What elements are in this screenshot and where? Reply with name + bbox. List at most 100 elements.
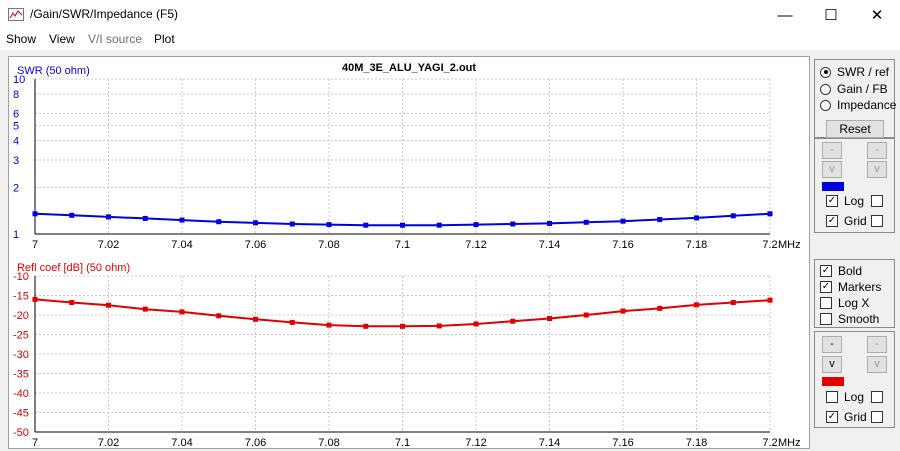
top-grid-checkbox[interactable]: ✓ Grid <box>826 213 867 229</box>
top-log-checkbox[interactable]: ✓ Log <box>826 193 864 209</box>
swr-data-point <box>32 211 38 217</box>
refl-y-tick-label: -10 <box>13 271 29 283</box>
bottom-log-right-checkbox[interactable] <box>871 391 883 403</box>
log-x-checkbox[interactable]: Log X <box>820 295 869 311</box>
top-right-down-button[interactable]: v <box>867 161 887 178</box>
markers-check-indicator[interactable]: ✓ <box>820 281 832 293</box>
bottom-grid-checkbox[interactable]: ✓ Grid <box>826 409 867 425</box>
refl-x-tick-label: 7.08 <box>318 437 339 448</box>
refl-y-tick-label: -25 <box>13 330 29 342</box>
refl-x-tick-label: 7.2 <box>762 437 777 448</box>
bottom-grid-check-indicator[interactable]: ✓ <box>826 411 838 423</box>
refl-data-point <box>547 316 552 322</box>
swr-x-unit-label: MHz <box>778 239 801 251</box>
bottom-log-checkbox[interactable]: Log <box>826 389 864 405</box>
swr-data-point <box>730 213 736 219</box>
top-grid-label: Grid <box>844 214 867 228</box>
bottom-log-check-indicator[interactable] <box>826 391 838 403</box>
swr-y-tick-label: 4 <box>13 136 19 148</box>
refl-data-point <box>326 322 332 328</box>
refl-data-point <box>400 323 405 329</box>
refl-y-tick-label: -50 <box>13 427 29 439</box>
refl-data-point <box>620 308 626 314</box>
top-left-down-button[interactable]: v <box>822 161 842 178</box>
refl-y-axis-label: Refl coef [dB] (50 ohm) <box>17 262 130 274</box>
swr-y-tick-label: 3 <box>13 155 19 167</box>
swr-x-tick-label: 7 <box>32 239 38 251</box>
refl-x-tick-label: 7.14 <box>539 437 560 448</box>
markers-checkbox[interactable]: ✓ Markers <box>820 279 881 295</box>
swr-data-point <box>473 222 479 228</box>
radio-gain-fb-indicator[interactable] <box>820 83 831 95</box>
swr-x-tick-label: 7.18 <box>686 239 707 251</box>
refl-data-point <box>253 316 258 322</box>
swr-x-tick-label: 7.04 <box>171 239 192 251</box>
swr-x-tick-label: 7.06 <box>245 239 266 251</box>
close-button[interactable]: ✕ <box>870 7 884 24</box>
bold-check-indicator[interactable]: ✓ <box>820 265 832 277</box>
refl-data-point <box>694 302 699 308</box>
refl-x-tick-label: 7.06 <box>245 437 266 448</box>
refl-y-tick-label: -20 <box>13 310 29 322</box>
bottom-grid-right-checkbox[interactable] <box>871 411 883 423</box>
swr-data-point <box>216 219 222 225</box>
refl-data-point <box>32 296 38 302</box>
bottom-right-down-button[interactable]: v <box>867 356 887 373</box>
refl-data-point <box>142 306 148 312</box>
menu-view[interactable]: View <box>49 32 75 46</box>
radio-swr-ref-indicator[interactable] <box>820 66 831 78</box>
refl-data-point <box>767 297 773 303</box>
bold-checkbox[interactable]: ✓ Bold <box>820 263 862 279</box>
top-left-up-button[interactable]: - <box>822 142 842 159</box>
radio-impedance[interactable]: Impedance <box>820 97 896 113</box>
radio-gain-fb[interactable]: Gain / FB <box>820 81 888 97</box>
refl-x-tick-label: 7.18 <box>686 437 707 448</box>
swr-x-tick-label: 7.2 <box>762 239 777 251</box>
bottom-right-up-button[interactable]: - <box>867 336 887 353</box>
radio-swr-ref-label: SWR / ref <box>837 65 890 79</box>
swr-data-point <box>620 218 626 224</box>
refl-data-point <box>179 309 185 315</box>
maximize-button[interactable]: ☐ <box>824 7 838 24</box>
swr-data-point <box>694 215 699 221</box>
plot-type-group: SWR / ref Gain / FB Impedance Reset <box>814 59 896 138</box>
top-log-check-indicator[interactable]: ✓ <box>826 195 838 207</box>
reset-button[interactable]: Reset <box>826 120 884 138</box>
refl-x-tick-label: 7.12 <box>465 437 486 448</box>
smooth-check-indicator[interactable] <box>820 313 832 325</box>
bottom-series-color-swatch[interactable] <box>822 377 844 386</box>
swr-x-tick-label: 7.16 <box>612 239 633 251</box>
refl-x-tick-label: 7.02 <box>98 437 119 448</box>
swr-data-point <box>657 217 663 223</box>
plot-panel: SWR (50 ohm) 40M_3E_ALU_YAGI_2.out 1 2 3 4 5 6 8… <box>8 56 810 449</box>
menu-vi-source: V/I source <box>88 32 143 46</box>
top-series-color-swatch[interactable] <box>822 182 844 191</box>
menu-plot[interactable]: Plot <box>154 32 175 46</box>
swr-data-point <box>436 222 442 228</box>
swr-y-axis-label: SWR (50 ohm) <box>17 65 90 77</box>
bottom-left-down-button[interactable]: v <box>822 356 842 373</box>
refl-data-point <box>657 305 663 311</box>
log-x-check-indicator[interactable] <box>820 297 832 309</box>
top-log-label: Log <box>844 194 865 208</box>
top-grid-right-checkbox[interactable] <box>871 215 883 227</box>
refl-data-point <box>216 313 222 319</box>
top-log-right-checkbox[interactable] <box>871 195 883 207</box>
top-grid-check-indicator[interactable]: ✓ <box>826 215 838 227</box>
swr-data-point <box>253 220 258 226</box>
radio-impedance-indicator[interactable] <box>820 99 831 111</box>
refl-x-tick-label: 7.04 <box>171 437 192 448</box>
refl-data-point <box>583 312 589 318</box>
swr-x-tick-label: 7.08 <box>318 239 339 251</box>
swr-y-tick-label: 6 <box>13 108 19 120</box>
swr-data-point <box>400 222 405 228</box>
smooth-label: Smooth <box>838 312 880 326</box>
top-right-up-button[interactable]: - <box>867 142 887 159</box>
refl-data-point <box>473 321 479 327</box>
radio-swr-ref[interactable]: SWR / ref <box>820 64 889 80</box>
smooth-checkbox[interactable]: Smooth <box>820 311 879 327</box>
menu-show[interactable]: Show <box>6 32 37 46</box>
minimize-button[interactable]: — <box>777 6 793 24</box>
bottom-left-up-button[interactable]: - <box>822 336 842 353</box>
swr-x-tick-label: 7.14 <box>539 239 560 251</box>
